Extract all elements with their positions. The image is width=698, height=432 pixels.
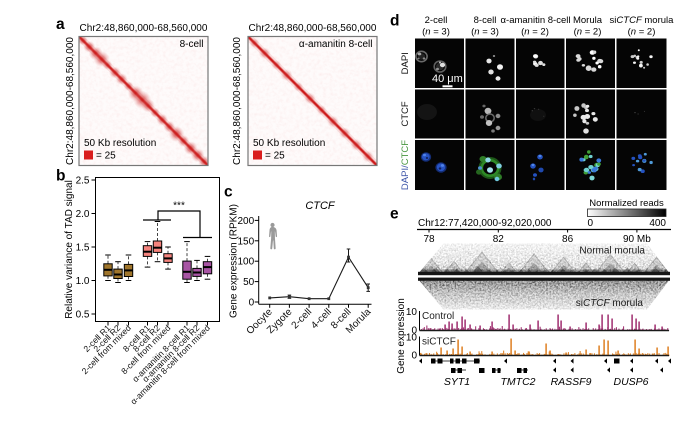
svg-text:Chr2:48,860,000-68,560,000: Chr2:48,860,000-68,560,000 — [232, 37, 243, 165]
svg-text:2.5: 2.5 — [76, 176, 90, 187]
svg-text:Relative variance of TAD signa: Relative variance of TAD signal — [64, 180, 75, 319]
svg-text:4-cell: 4-cell — [309, 307, 334, 332]
svg-text:90 Mb: 90 Mb — [623, 234, 651, 245]
svg-text:Chr2:48,860,000-68,560,000: Chr2:48,860,000-68,560,000 — [65, 37, 76, 165]
svg-text:0: 0 — [411, 326, 417, 337]
svg-text:8-cell: 8-cell — [474, 15, 497, 26]
svg-text:Normalized reads: Normalized reads — [589, 198, 664, 209]
svg-text:siCTCF morula: siCTCF morula — [576, 298, 644, 309]
svg-text:RASSF9: RASSF9 — [551, 376, 592, 388]
svg-text:CTCF: CTCF — [305, 200, 336, 212]
svg-text:(n = 2): (n = 2) — [628, 27, 656, 38]
svg-text:400: 400 — [649, 218, 666, 229]
svg-text:40 μm: 40 μm — [432, 73, 463, 85]
svg-text:= 25: = 25 — [265, 151, 285, 162]
svg-text:Chr2:48,860,000-68,560,000: Chr2:48,860,000-68,560,000 — [249, 23, 377, 34]
svg-text:78: 78 — [423, 234, 435, 245]
svg-text:α-amanitin 8-cell: α-amanitin 8-cell — [299, 39, 373, 50]
svg-text:1.5: 1.5 — [76, 243, 90, 254]
svg-text:82: 82 — [493, 234, 505, 245]
svg-text:8-cell: 8-cell — [180, 39, 204, 50]
svg-text:siCTCF morula: siCTCF morula — [610, 15, 675, 26]
svg-text:Chr12:77,420,000-92,020,000: Chr12:77,420,000-92,020,000 — [418, 218, 552, 229]
svg-text:0.5: 0.5 — [76, 310, 90, 321]
svg-text:200: 200 — [238, 216, 255, 227]
svg-text:Gene expression (RPKM): Gene expression (RPKM) — [229, 204, 240, 318]
svg-text:2-cell: 2-cell — [425, 15, 448, 26]
svg-text:50 Kb resolution: 50 Kb resolution — [253, 138, 325, 149]
svg-text:d: d — [390, 13, 399, 30]
svg-text:SYT1: SYT1 — [444, 376, 470, 388]
svg-text:Morula: Morula — [573, 15, 603, 26]
svg-text:= 25: = 25 — [96, 151, 116, 162]
svg-text:c: c — [224, 184, 233, 201]
svg-text:e: e — [390, 206, 399, 223]
svg-text:2-cell: 2-cell — [290, 307, 315, 332]
svg-text:150: 150 — [238, 236, 255, 247]
svg-text:(n = 3): (n = 3) — [422, 27, 450, 38]
svg-text:86: 86 — [562, 234, 574, 245]
svg-text:10: 10 — [406, 333, 418, 344]
svg-text:b: b — [56, 168, 65, 185]
svg-text:50: 50 — [243, 277, 255, 288]
svg-text:CTCF: CTCF — [400, 101, 411, 127]
svg-text:10: 10 — [406, 307, 418, 318]
svg-text:DAPI/CTCF: DAPI/CTCF — [400, 140, 411, 190]
svg-text:***: *** — [173, 201, 185, 212]
svg-text:0: 0 — [588, 218, 594, 229]
svg-text:(n = 3): (n = 3) — [471, 27, 499, 38]
svg-text:(n = 2): (n = 2) — [574, 27, 602, 38]
svg-text:TMTC2: TMTC2 — [501, 376, 536, 388]
svg-text:Chr2:48,860,000-68,560,000: Chr2:48,860,000-68,560,000 — [80, 23, 208, 34]
svg-text:(n = 2): (n = 2) — [521, 27, 549, 38]
svg-text:a: a — [56, 16, 65, 33]
svg-text:siCTCF: siCTCF — [422, 337, 456, 348]
svg-text:2.0: 2.0 — [76, 209, 90, 220]
svg-text:DAPI: DAPI — [400, 52, 411, 74]
svg-text:DUSP6: DUSP6 — [613, 376, 648, 388]
svg-text:1.0: 1.0 — [76, 276, 90, 287]
svg-text:0: 0 — [249, 298, 255, 309]
svg-text:Normal morula: Normal morula — [579, 246, 645, 257]
svg-text:Gene expression: Gene expression — [396, 298, 407, 374]
svg-text:α-amanitin 8-cell: α-amanitin 8-cell — [501, 15, 571, 26]
svg-text:0: 0 — [411, 351, 417, 362]
svg-text:50 Kb resolution: 50 Kb resolution — [84, 138, 156, 149]
svg-text:Control: Control — [422, 311, 454, 322]
svg-text:100: 100 — [238, 257, 255, 268]
